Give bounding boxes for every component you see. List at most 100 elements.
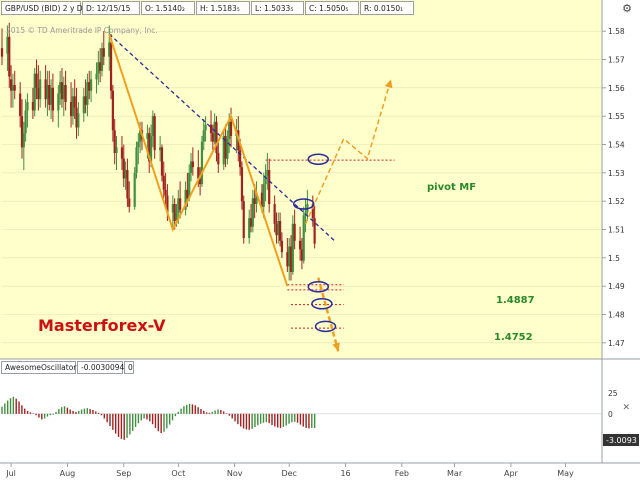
candle-body bbox=[97, 62, 100, 74]
candle-body bbox=[175, 212, 178, 221]
candle-body bbox=[199, 178, 202, 185]
candle-body bbox=[191, 161, 194, 168]
candle-body bbox=[133, 172, 136, 207]
oscillator-name-box[interactable]: AwesomeOscillator bbox=[1, 361, 76, 374]
date-label: D: 12/15/15 bbox=[86, 4, 131, 13]
candle-body bbox=[253, 198, 256, 204]
candle-body bbox=[200, 141, 204, 185]
ao-tick-label: 0 bbox=[608, 410, 613, 419]
highlight-ellipse bbox=[307, 153, 330, 165]
candle-body bbox=[160, 147, 164, 176]
candle-body bbox=[35, 73, 38, 88]
candle-body bbox=[159, 147, 162, 151]
candle-body bbox=[62, 85, 65, 100]
candle-body bbox=[6, 36, 9, 54]
candle-body bbox=[291, 223, 294, 272]
candle-body bbox=[82, 96, 85, 114]
candle-body bbox=[77, 113, 80, 128]
x-tick-label: Dec bbox=[281, 469, 296, 478]
close-icon[interactable]: ✕ bbox=[622, 403, 630, 413]
candle-body bbox=[240, 167, 244, 202]
y-tick-label: 1.53 bbox=[608, 169, 625, 178]
low-box: L: 1.5033₅ bbox=[251, 1, 304, 15]
candle-body bbox=[109, 42, 113, 91]
watermark: 2015 © TD Ameritrade IP Company, Inc. bbox=[6, 26, 158, 35]
candle-body bbox=[186, 189, 189, 199]
candle-body bbox=[302, 215, 305, 261]
candle-body bbox=[300, 249, 304, 261]
gear-icon[interactable]: ⚙ bbox=[622, 2, 632, 15]
candle-body bbox=[120, 147, 124, 159]
high-label: H: 1.5183₅ bbox=[200, 4, 240, 13]
candle-body bbox=[84, 96, 87, 105]
x-tick-label: Feb bbox=[395, 469, 409, 478]
candle-body bbox=[266, 170, 269, 176]
candle-body bbox=[249, 218, 253, 227]
candle-body bbox=[229, 121, 233, 136]
level-label-1: 1.4887 bbox=[496, 295, 535, 306]
candle-body bbox=[179, 198, 182, 210]
candle-body bbox=[278, 221, 282, 241]
candle-body bbox=[298, 240, 302, 250]
projection-down-path bbox=[317, 277, 340, 352]
candle-body bbox=[277, 221, 280, 236]
y-tick-label: 1.54 bbox=[608, 141, 625, 150]
projection-up-arrowhead bbox=[384, 79, 393, 89]
candle-body bbox=[57, 93, 60, 111]
candle-body bbox=[0, 48, 4, 57]
candle-body bbox=[39, 79, 42, 100]
candle-body bbox=[89, 79, 93, 91]
y-tick-label: 1.5 bbox=[608, 254, 620, 263]
candle-body bbox=[88, 82, 91, 91]
y-tick-label: 1.51 bbox=[608, 226, 625, 235]
candle-body bbox=[9, 79, 13, 91]
candle-body bbox=[217, 153, 220, 165]
y-tick-label: 1.58 bbox=[608, 27, 625, 36]
candle-body bbox=[26, 102, 29, 111]
low-label: L: 1.5033₅ bbox=[255, 4, 294, 13]
candle-body bbox=[126, 170, 129, 199]
x-tick-label: 16 bbox=[340, 469, 350, 478]
candle-body bbox=[268, 170, 271, 204]
candle-body bbox=[202, 130, 205, 142]
x-tick-label: Oct bbox=[171, 469, 185, 478]
candle-body bbox=[86, 82, 89, 105]
candle-body bbox=[213, 121, 216, 142]
candle-body bbox=[139, 130, 142, 142]
candle-body bbox=[122, 158, 125, 179]
symbol-box[interactable]: GBP/USD (BID) 2 y D bbox=[1, 1, 83, 15]
oscillator-zero-box: 0 bbox=[124, 361, 134, 374]
ao-last-value: -3.0093 bbox=[606, 436, 637, 445]
candle-body bbox=[288, 246, 291, 267]
candle-body bbox=[222, 136, 225, 165]
projection-down-arrowhead bbox=[332, 342, 340, 352]
candle-body bbox=[59, 82, 62, 94]
candle-body bbox=[22, 133, 25, 148]
oscillator-zero: 0 bbox=[128, 363, 133, 372]
candle-body bbox=[311, 204, 314, 219]
close-box: C: 1.5050₅ bbox=[305, 1, 359, 15]
candle-body bbox=[209, 124, 213, 134]
projection-up-path bbox=[304, 79, 392, 225]
date-box: D: 12/15/15 bbox=[82, 1, 140, 15]
candle-body bbox=[71, 96, 74, 117]
candle-body bbox=[251, 198, 254, 227]
candle-body bbox=[242, 201, 245, 238]
y-tick-label: 1.48 bbox=[608, 311, 625, 320]
candle-body bbox=[146, 133, 149, 139]
ao-tick-label: 25 bbox=[608, 389, 618, 398]
candle-body bbox=[49, 87, 53, 105]
candle-body bbox=[64, 85, 67, 102]
x-tick-label: May bbox=[557, 469, 574, 478]
candle-body bbox=[33, 73, 36, 111]
range-box: R: 0.0150₁ bbox=[360, 1, 414, 15]
pivot-label: pivot MF bbox=[427, 182, 476, 193]
candle-body bbox=[31, 102, 34, 111]
axis-background bbox=[602, 0, 640, 359]
highlight-ellipse bbox=[311, 297, 333, 310]
candle-body bbox=[166, 195, 169, 213]
candle-body bbox=[184, 189, 187, 210]
candle-body bbox=[293, 223, 296, 241]
highlight-ellipse bbox=[292, 198, 315, 210]
